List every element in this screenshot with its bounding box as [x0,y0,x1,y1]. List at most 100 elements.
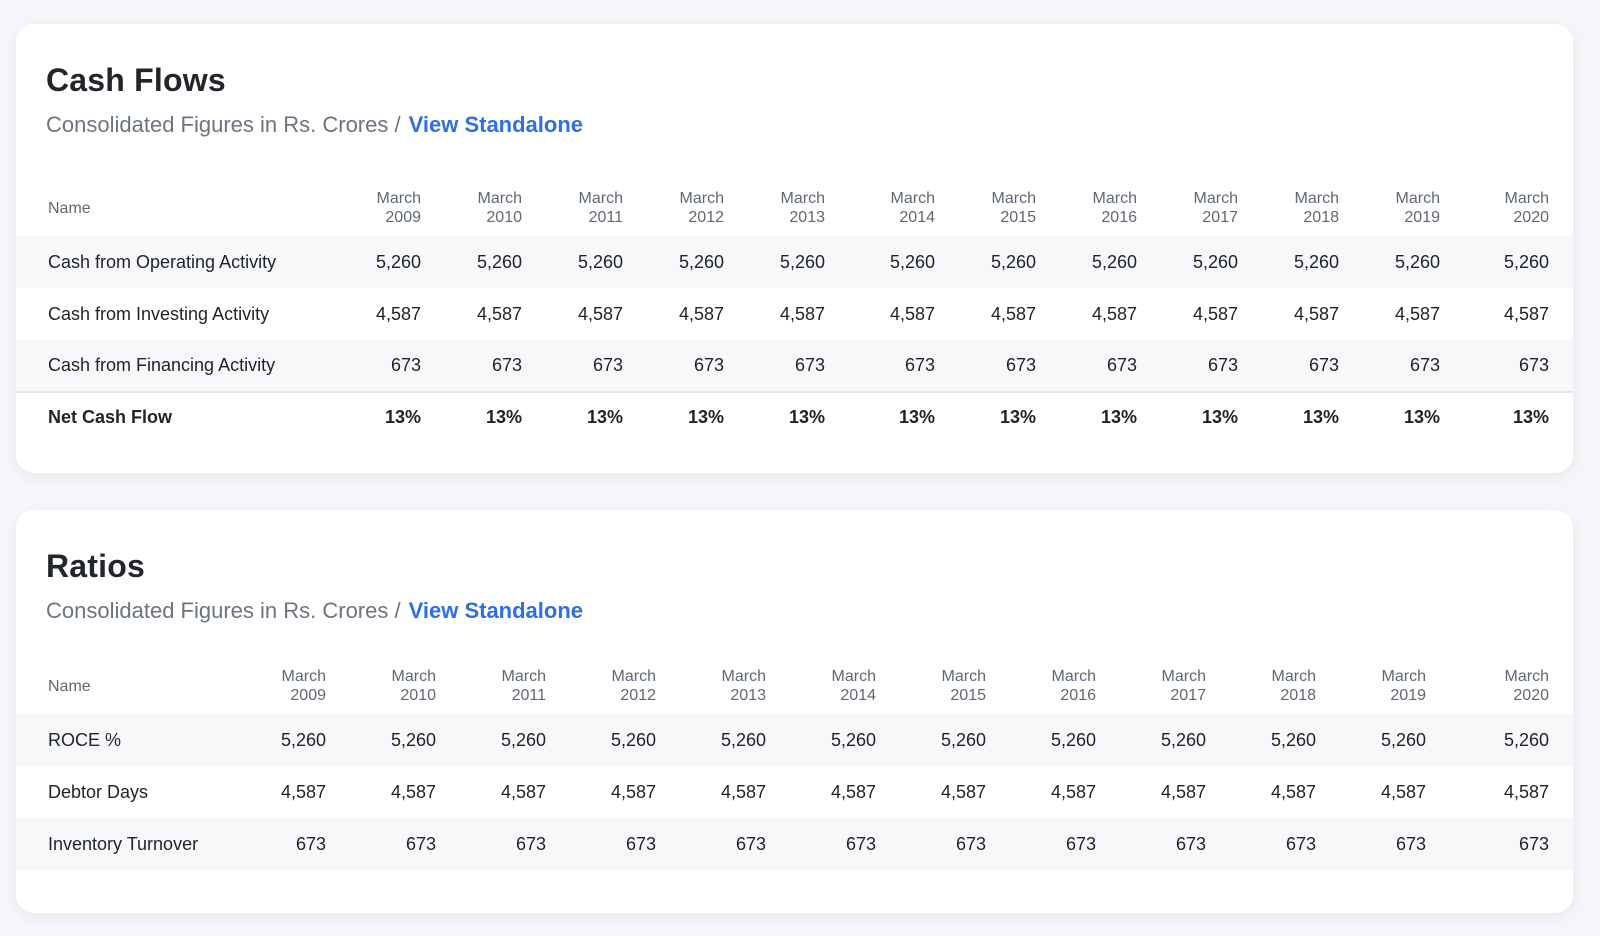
cell-value: 673 [1036,340,1137,392]
column-header-month: March [780,190,825,207]
cell-value: 4,587 [610,781,656,802]
cell-value: 13% [1238,391,1339,442]
column-header-year-value: 2010 [486,209,522,226]
column-header-year-value: 2014 [840,687,876,704]
row-label: Debtor Days [48,781,149,802]
column-header-year: March 2018 [1206,658,1316,714]
column-header-year: March 2013 [724,180,825,236]
column-header-year-value: 2011 [588,209,623,226]
column-header-year-value: 2012 [620,687,656,704]
cell-value: 673 [546,818,656,870]
cell-value: 673 [1206,818,1316,870]
cell-value: 673 [986,818,1096,870]
ratios-subtitle-text: Consolidated Figures in Rs. Crores / [46,598,401,623]
cell-value: 13% [935,391,1036,442]
column-header-year: March 2014 [766,658,876,714]
ratios-title: Ratios [46,548,145,584]
table-total-row: Net Cash Flow 13% 13% 13% 13% 13% 13% 13% 13% 13%… [16,391,1573,442]
column-header-year-value: 2020 [1513,687,1549,704]
column-header-month: March [578,190,623,207]
cell-value: 13% [1440,391,1573,442]
table-row: Cash from Financing Activity 673 673 673 673… [16,340,1573,392]
column-header-year-value: 2011 [511,687,546,704]
cell-value: 5,260 [1238,236,1339,288]
cell-value: 5,260 [1036,236,1137,288]
column-header-year: March 2018 [1238,180,1339,236]
cell-value: 5,260 [546,714,656,766]
column-header-year: March 2020 [1426,658,1573,714]
cell-value: 5,260 [1137,236,1238,288]
column-header-year: March 2011 [436,658,546,714]
column-header-month: March [281,668,326,685]
column-header-month: March [1294,190,1339,207]
cell-value: 4,587 [577,303,623,324]
cell-value: 673 [522,340,623,392]
column-header-year-value: 2017 [1170,687,1206,704]
cell-value: 5,260 [766,714,876,766]
cell-value: 5,260 [656,714,766,766]
cell-value: 5,260 [522,236,623,288]
column-header-year-value: 2014 [899,209,935,226]
ratios-view-standalone-link[interactable]: View Standalone [408,598,584,623]
cell-value: 673 [326,818,436,870]
column-header-year: March 2013 [656,658,766,714]
column-header-month: March [1504,668,1549,685]
cell-value: 4,587 [720,781,766,802]
table-row: Debtor Days 4,587 4,587 4,587 4,587 4,587 4,58… [16,766,1573,818]
cell-value: 4,587 [476,303,522,324]
cash-flows-subtitle: Consolidated Figures in Rs. Crores / View… [46,112,583,138]
ratios-table: Name March 2009 March 2010 March 2011 March 2012… [16,658,1573,870]
table-row: ROCE % 5,260 5,260 5,260 5,260 5,260 5,260 5,26… [16,714,1573,766]
column-header-year-value: 2013 [730,687,766,704]
cell-value: 4,587 [1192,303,1238,324]
cell-value: 673 [324,340,421,392]
column-header-month: March [1193,190,1238,207]
column-header-year: March 2015 [876,658,986,714]
column-header-month: March [501,668,546,685]
column-header-month: March [1051,668,1096,685]
row-label: Cash from Investing Activity [48,303,270,324]
cell-value: 5,260 [421,236,522,288]
column-header-month: March [941,668,986,685]
cash-flows-view-standalone-link[interactable]: View Standalone [408,112,584,137]
cell-value: 4,587 [375,303,421,324]
column-header-month: March [611,668,656,685]
cell-value: 4,587 [1503,781,1549,802]
column-header-year: March 2020 [1440,180,1573,236]
row-label: ROCE % [16,714,234,766]
cell-value: 5,260 [623,236,724,288]
cell-value: 13% [1137,391,1238,442]
cell-value: 13% [1036,391,1137,442]
table-header-row: Name March 2009 March 2010 March 2011 March 2012… [16,658,1573,714]
cell-value: 4,587 [390,781,436,802]
cell-value: 673 [1316,818,1426,870]
cell-value: 673 [1426,818,1573,870]
column-header-year: March 2009 [324,180,421,236]
column-header-year-value: 2019 [1404,209,1440,226]
cell-value: 4,587 [1394,303,1440,324]
column-header-month: March [890,190,935,207]
cell-value: 4,587 [1050,781,1096,802]
cell-value: 5,260 [1316,714,1426,766]
column-header-year: March 2011 [522,180,623,236]
cell-value: 673 [421,340,522,392]
table-header-row: Name March 2009 March 2010 March 2011 March 2012… [16,180,1573,236]
column-header-year-value: 2016 [1060,687,1096,704]
cell-value: 673 [436,818,546,870]
cell-value: 4,587 [1293,303,1339,324]
cash-flows-table: Name March 2009 March 2010 March 2011 March 2012… [16,180,1573,442]
row-label: Inventory Turnover [16,818,234,870]
cell-value: 673 [656,818,766,870]
cell-value: 5,260 [326,714,436,766]
table-row: Inventory Turnover 673 673 673 673 673 673 673 6… [16,818,1573,870]
cell-value: 673 [825,340,935,392]
cell-value: 673 [876,818,986,870]
cell-value: 4,587 [1503,303,1549,324]
cell-value: 13% [522,391,623,442]
cell-value: 673 [1238,340,1339,392]
column-header-month: March [1381,668,1426,685]
cell-value: 4,587 [889,303,935,324]
column-header-name: Name [48,199,91,217]
column-header-month: March [391,668,436,685]
column-header-month: March [1161,668,1206,685]
